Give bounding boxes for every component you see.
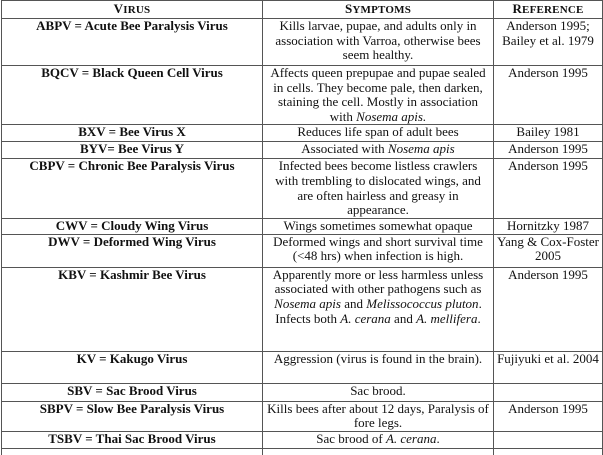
table-row: BYV= Bee Virus Y Associated with Nosema a… — [1, 141, 603, 160]
virus-cell: ABPV = Acute Bee Paralysis Virus — [1, 18, 263, 66]
symptoms-cell: Sac brood. — [262, 382, 494, 402]
symptoms-cell: Deformed wings and short survival time (… — [262, 233, 494, 268]
table-row: TSBV = Thai Sac Brood Virus Sac brood of … — [1, 430, 603, 449]
symptom-text: Wings sometimes somewhat opaque — [283, 217, 473, 233]
reference-cell: Fujiyuki et al. 2004 — [493, 350, 603, 384]
virus-cell: CBPV = Chronic Bee Paralysis Virus — [1, 158, 263, 219]
symptom-text: . — [436, 430, 440, 446]
virus-cell: KV = Kakugo Virus — [1, 350, 263, 384]
virus-cell: KBV = Kashmir Bee Virus — [1, 266, 263, 352]
table-row: CBPV = Chronic Bee Paralysis Virus Infect… — [1, 158, 603, 219]
symptoms-cell: Reduces life span of adult bees — [262, 124, 494, 143]
reference-cell — [493, 430, 603, 449]
virus-cell: CWV = Cloudy Wing Virus — [1, 217, 263, 235]
symptom-text: Kills larvae, pupae, and adults only in … — [275, 18, 481, 63]
symptom-text: Apparently more or less harmless unless … — [272, 266, 484, 297]
symptoms-cell: Infected bees become listless crawlers w… — [262, 158, 494, 219]
table-row: KV = Kakugo Virus Aggression (virus is fo… — [1, 350, 603, 384]
symptoms-cell: Sac brood of A. cerana. — [262, 430, 494, 449]
symptom-text: Sac brood of — [316, 430, 386, 446]
table-row: DWV = Deformed Wing Virus Deformed wings … — [1, 233, 603, 268]
reference-cell: Anderson 1995 — [493, 158, 603, 219]
italic-term: Nosema apis — [274, 295, 341, 311]
empty-row — [1, 447, 603, 455]
reference-cell: Anderson 1995; Bailey et al. 1979 — [493, 18, 603, 66]
italic-term: Nosema apis. — [356, 108, 427, 124]
virus-cell: BXV = Bee Virus X — [1, 124, 263, 143]
symptom-text: Reduces life span of adult bees — [297, 124, 459, 140]
italic-term: A. cerana — [385, 430, 437, 446]
symptom-text: Infected bees become listless crawlers w… — [275, 158, 481, 218]
table-row: BXV = Bee Virus X Reduces life span of ad… — [1, 124, 603, 143]
symptom-text: . — [477, 310, 481, 326]
symptom-text: and — [390, 310, 417, 326]
reference-cell: Anderson 1995 — [493, 266, 603, 352]
table-row: SBV = Sac Brood Virus Sac brood. — [1, 382, 603, 402]
symptom-text: Aggression (virus is found in the brain)… — [273, 350, 483, 366]
reference-cell: Bailey 1981 — [493, 124, 603, 143]
reference-cell: Yang & Cox-Foster 2005 — [493, 233, 603, 268]
empty-cell — [493, 447, 603, 455]
table-row: SBPV = Slow Bee Paralysis Virus Kills bee… — [1, 400, 603, 432]
symptoms-cell: Kills larvae, pupae, and adults only in … — [262, 18, 494, 66]
reference-cell: Anderson 1995 — [493, 64, 603, 126]
virus-cell: BYV= Bee Virus Y — [1, 141, 263, 160]
empty-cell — [1, 447, 263, 455]
reference-cell: Anderson 1995 — [493, 400, 603, 432]
table-row: BQCV = Black Queen Cell Virus Affects que… — [1, 64, 603, 126]
virus-cell: SBV = Sac Brood Virus — [1, 382, 263, 402]
italic-term: Melissococcus pluton — [366, 295, 479, 311]
symptom-text: Sac brood. — [350, 382, 406, 398]
symptom-text: . Infects both — [275, 295, 482, 326]
symptoms-cell: Affects queen prepupae and pupae sealed … — [262, 64, 494, 126]
italic-term: Nosema apis — [387, 141, 455, 157]
reference-cell: Anderson 1995 — [493, 141, 603, 160]
symptoms-cell: Aggression (virus is found in the brain)… — [262, 350, 494, 384]
symptoms-cell: Apparently more or less harmless unless … — [262, 266, 494, 352]
symptom-text: Kills bees after about 12 days, Paralysi… — [267, 400, 489, 431]
table-row: KBV = Kashmir Bee Virus Apparently more o… — [1, 266, 603, 352]
symptom-text: and — [340, 295, 367, 311]
reference-cell: Hornitzky 1987 — [493, 217, 603, 235]
header-symptoms: SYMPTOMS — [262, 0, 494, 19]
table-row: ABPV = Acute Bee Paralysis Virus Kills la… — [1, 18, 603, 66]
empty-cell — [262, 447, 494, 455]
symptom-text: Affects queen prepupae and pupae sealed … — [270, 65, 486, 124]
symptom-text: Deformed wings and short survival time (… — [273, 233, 483, 264]
table-row: CWV = Cloudy Wing Virus Wings sometimes s… — [1, 217, 603, 235]
reference-cell — [493, 382, 603, 402]
symptoms-cell: Wings sometimes somewhat opaque — [262, 217, 494, 235]
header-reference: REFERENCE — [493, 0, 603, 19]
header-row: VIRUS SYMPTOMS REFERENCE — [1, 0, 603, 19]
italic-term: A. mellifera — [416, 310, 478, 326]
virus-cell: TSBV = Thai Sac Brood Virus — [1, 430, 263, 449]
symptoms-cell: Kills bees after about 12 days, Paralysi… — [262, 400, 494, 432]
virus-cell: BQCV = Black Queen Cell Virus — [1, 64, 263, 126]
italic-term: A. cerana — [340, 310, 391, 326]
symptom-text: Associated with — [301, 141, 388, 157]
virus-cell: DWV = Deformed Wing Virus — [1, 233, 263, 268]
symptoms-cell: Associated with Nosema apis — [262, 141, 494, 160]
header-virus: VIRUS — [1, 0, 263, 19]
virus-cell: SBPV = Slow Bee Paralysis Virus — [1, 400, 263, 432]
